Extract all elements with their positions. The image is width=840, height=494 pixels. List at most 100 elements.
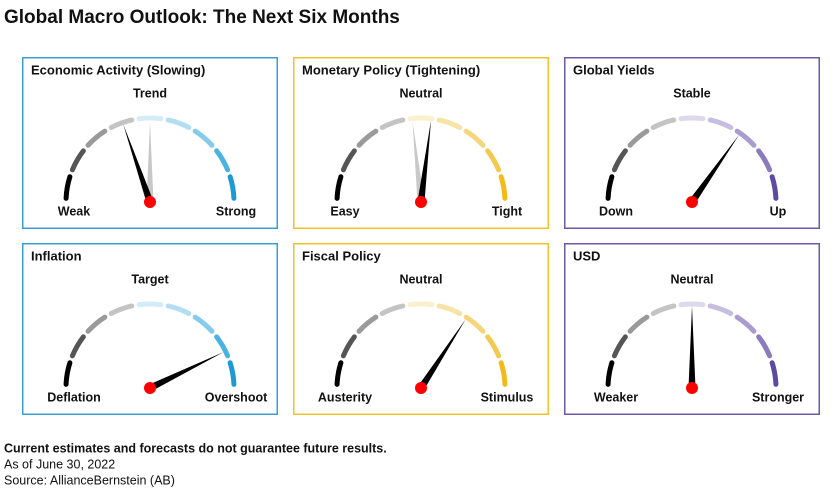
footer-source: Source: AllianceBernstein (AB) xyxy=(4,473,175,487)
top-label: Neutral xyxy=(399,272,442,286)
arc-segment xyxy=(734,314,757,334)
panel-title: USD xyxy=(573,248,600,263)
arc-segment xyxy=(627,128,650,148)
arc-segment xyxy=(227,174,237,201)
panel-border xyxy=(564,243,820,415)
arc-segment xyxy=(756,334,773,359)
arc-segment xyxy=(436,117,463,130)
arc-segment xyxy=(108,117,135,130)
needle xyxy=(417,120,431,203)
arc-segment xyxy=(192,314,215,334)
panel-title: Global Yields xyxy=(573,62,655,77)
arc-segment xyxy=(136,301,164,308)
gauge-panel: Monetary Policy (Tightening) Neutral Easy T… xyxy=(293,57,549,229)
arc-segment xyxy=(340,334,357,359)
left-label: Weak xyxy=(58,204,90,218)
needle-hub xyxy=(415,382,427,394)
panel-border xyxy=(22,243,278,415)
needle xyxy=(148,352,224,392)
arc-segment xyxy=(463,314,486,334)
arc-segment xyxy=(707,303,734,316)
arc-segment xyxy=(485,334,502,359)
top-label: Neutral xyxy=(399,86,442,100)
gauge-panel: Fiscal Policy Neutral Austerity Stimulus xyxy=(293,243,549,415)
top-label: Stable xyxy=(673,86,711,100)
arc-segment xyxy=(165,117,192,130)
arc-segment xyxy=(678,115,706,122)
arc-segment xyxy=(627,314,650,334)
arc-segment xyxy=(214,148,231,173)
arc-segment xyxy=(650,303,677,316)
panel-border xyxy=(564,57,820,229)
arc-segment xyxy=(379,303,406,316)
arc-segment xyxy=(650,117,677,130)
page-title: Global Macro Outlook: The Next Six Month… xyxy=(4,7,400,28)
arc-segment xyxy=(436,303,463,316)
gauge-panel: Global Yields Stable Down Up xyxy=(564,57,820,229)
arc-segment xyxy=(769,360,779,387)
arc-segment xyxy=(192,128,215,148)
left-label: Deflation xyxy=(47,390,100,404)
gauge-panel: Inflation Target Deflation Overshoot xyxy=(22,243,278,415)
panel-border xyxy=(22,57,278,229)
arc-segment xyxy=(63,174,73,201)
right-label: Overshoot xyxy=(205,390,268,404)
left-label: Down xyxy=(599,204,633,218)
arc-segment xyxy=(165,303,192,316)
arc-segment xyxy=(498,360,508,387)
panel-title: Monetary Policy (Tightening) xyxy=(302,62,480,77)
arc-segment xyxy=(108,303,135,316)
arc-segment xyxy=(69,148,86,173)
right-label: Stronger xyxy=(752,390,804,404)
gauge-panel: USD Neutral Weaker Stronger xyxy=(564,243,820,415)
top-label: Target xyxy=(131,272,169,286)
left-label: Easy xyxy=(330,204,359,218)
top-label: Neutral xyxy=(670,272,713,286)
arc-segment xyxy=(605,174,615,201)
prior-needle xyxy=(146,122,154,202)
needle-hub xyxy=(686,196,698,208)
arc-segment xyxy=(769,174,779,201)
arc-segment xyxy=(734,128,757,148)
footer-note: Current estimates and forecasts do not g… xyxy=(4,441,387,455)
arc-segment xyxy=(611,334,628,359)
needle xyxy=(689,134,740,205)
needle xyxy=(418,319,466,390)
needle-hub xyxy=(415,196,427,208)
arc-segment xyxy=(678,301,706,308)
arc-segment xyxy=(63,360,73,387)
arc-segment xyxy=(214,334,231,359)
panel-title: Fiscal Policy xyxy=(302,248,382,263)
needle xyxy=(123,124,154,204)
needle xyxy=(688,306,696,388)
panel-title: Inflation xyxy=(31,248,82,263)
needle-hub xyxy=(144,196,156,208)
footer-date: As of June 30, 2022 xyxy=(4,457,115,471)
arc-segment xyxy=(707,117,734,130)
arc-segment xyxy=(463,128,486,148)
needle-hub xyxy=(144,382,156,394)
arc-segment xyxy=(356,128,379,148)
arc-segment xyxy=(407,115,435,122)
arc-segment xyxy=(334,174,344,201)
arc-segment xyxy=(756,148,773,173)
arc-segment xyxy=(611,148,628,173)
arc-segment xyxy=(334,360,344,387)
panel-border xyxy=(293,243,549,415)
left-label: Weaker xyxy=(594,390,638,404)
arc-segment xyxy=(605,360,615,387)
arc-segment xyxy=(69,334,86,359)
arc-segment xyxy=(379,117,406,130)
arc-segment xyxy=(85,314,108,334)
right-label: Tight xyxy=(492,204,523,218)
arc-segment xyxy=(498,174,508,201)
right-label: Stimulus xyxy=(481,390,534,404)
arc-segment xyxy=(136,115,164,122)
gauge-panel: Economic Activity (Slowing) Trend Weak Stro… xyxy=(22,57,278,229)
panel-title: Economic Activity (Slowing) xyxy=(31,62,205,77)
arc-segment xyxy=(407,301,435,308)
arc-segment xyxy=(485,148,502,173)
top-label: Trend xyxy=(133,86,167,100)
arc-segment xyxy=(356,314,379,334)
